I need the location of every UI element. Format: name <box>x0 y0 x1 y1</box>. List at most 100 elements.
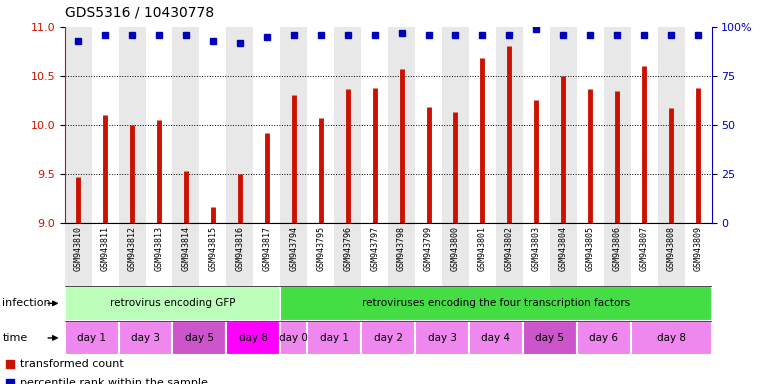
Bar <box>253 223 280 286</box>
Bar <box>307 321 361 355</box>
Text: day 1: day 1 <box>77 333 106 343</box>
Text: GSM943815: GSM943815 <box>209 226 218 271</box>
Text: GSM943795: GSM943795 <box>317 226 325 271</box>
Bar <box>577 223 603 286</box>
Text: GSM943812: GSM943812 <box>128 226 136 271</box>
Bar <box>227 321 280 355</box>
Bar <box>523 321 577 355</box>
Text: infection: infection <box>2 298 51 308</box>
Text: day 4: day 4 <box>482 333 511 343</box>
Bar <box>91 27 119 223</box>
Bar <box>523 27 550 223</box>
Text: transformed count: transformed count <box>21 359 124 369</box>
Bar <box>631 321 712 355</box>
Text: GSM943794: GSM943794 <box>289 226 298 271</box>
Bar <box>577 321 631 355</box>
Text: GSM943807: GSM943807 <box>640 226 648 271</box>
Bar <box>388 223 415 286</box>
Bar <box>388 27 415 223</box>
Text: retroviruses encoding the four transcription factors: retroviruses encoding the four transcrip… <box>361 298 630 308</box>
Bar <box>442 27 469 223</box>
Bar <box>119 321 173 355</box>
Bar <box>523 223 550 286</box>
Text: percentile rank within the sample: percentile rank within the sample <box>21 378 208 384</box>
Bar <box>658 223 685 286</box>
Bar <box>334 27 361 223</box>
Bar <box>280 27 307 223</box>
Bar <box>550 27 577 223</box>
Bar <box>91 223 119 286</box>
Bar <box>280 321 307 355</box>
Bar <box>685 223 712 286</box>
Bar <box>496 27 523 223</box>
Bar <box>65 321 119 355</box>
Text: day 6: day 6 <box>589 333 618 343</box>
Text: GSM943800: GSM943800 <box>451 226 460 271</box>
Text: day 8: day 8 <box>657 333 686 343</box>
Text: day 1: day 1 <box>320 333 349 343</box>
Text: GSM943804: GSM943804 <box>559 226 568 271</box>
Text: day 0: day 0 <box>279 333 308 343</box>
Text: GSM943801: GSM943801 <box>478 226 487 271</box>
Bar <box>65 286 280 321</box>
Text: GSM943816: GSM943816 <box>235 226 244 271</box>
Bar <box>685 27 712 223</box>
Text: GSM943813: GSM943813 <box>154 226 164 271</box>
Text: GSM943810: GSM943810 <box>74 226 83 271</box>
Text: GSM943806: GSM943806 <box>613 226 622 271</box>
Text: GDS5316 / 10430778: GDS5316 / 10430778 <box>65 5 214 19</box>
Bar <box>145 27 173 223</box>
Bar <box>119 27 145 223</box>
Text: time: time <box>2 333 27 343</box>
Text: GSM943805: GSM943805 <box>586 226 595 271</box>
Bar <box>227 223 253 286</box>
Bar <box>145 223 173 286</box>
Bar <box>415 321 469 355</box>
Bar <box>280 223 307 286</box>
Text: GSM943799: GSM943799 <box>424 226 433 271</box>
Text: GSM943798: GSM943798 <box>397 226 406 271</box>
Text: GSM943797: GSM943797 <box>370 226 379 271</box>
Text: GSM943796: GSM943796 <box>343 226 352 271</box>
Bar <box>199 27 227 223</box>
Bar <box>603 223 631 286</box>
Bar <box>280 286 712 321</box>
Bar <box>603 27 631 223</box>
Bar <box>658 27 685 223</box>
Text: day 8: day 8 <box>239 333 268 343</box>
Text: day 3: day 3 <box>428 333 457 343</box>
Bar <box>307 27 334 223</box>
Bar <box>173 27 199 223</box>
Bar <box>361 27 388 223</box>
Bar <box>631 223 658 286</box>
Text: GSM943803: GSM943803 <box>532 226 541 271</box>
Text: day 5: day 5 <box>185 333 214 343</box>
Text: GSM943808: GSM943808 <box>667 226 676 271</box>
Bar <box>227 27 253 223</box>
Bar <box>469 321 523 355</box>
Text: GSM943811: GSM943811 <box>100 226 110 271</box>
Bar <box>361 321 415 355</box>
Bar <box>65 223 91 286</box>
Bar <box>199 223 227 286</box>
Bar <box>119 223 145 286</box>
Text: retrovirus encoding GFP: retrovirus encoding GFP <box>110 298 235 308</box>
Bar <box>415 223 442 286</box>
Bar <box>361 223 388 286</box>
Bar <box>415 27 442 223</box>
Text: GSM943809: GSM943809 <box>693 226 702 271</box>
Bar <box>442 223 469 286</box>
Text: GSM943814: GSM943814 <box>181 226 190 271</box>
Bar <box>577 27 603 223</box>
Bar <box>173 321 227 355</box>
Bar <box>65 27 91 223</box>
Text: GSM943817: GSM943817 <box>263 226 272 271</box>
Text: day 3: day 3 <box>131 333 160 343</box>
Text: day 5: day 5 <box>535 333 565 343</box>
Bar <box>631 27 658 223</box>
Bar <box>469 223 496 286</box>
Bar <box>469 27 496 223</box>
Bar <box>253 27 280 223</box>
Text: GSM943802: GSM943802 <box>505 226 514 271</box>
Text: day 2: day 2 <box>374 333 403 343</box>
